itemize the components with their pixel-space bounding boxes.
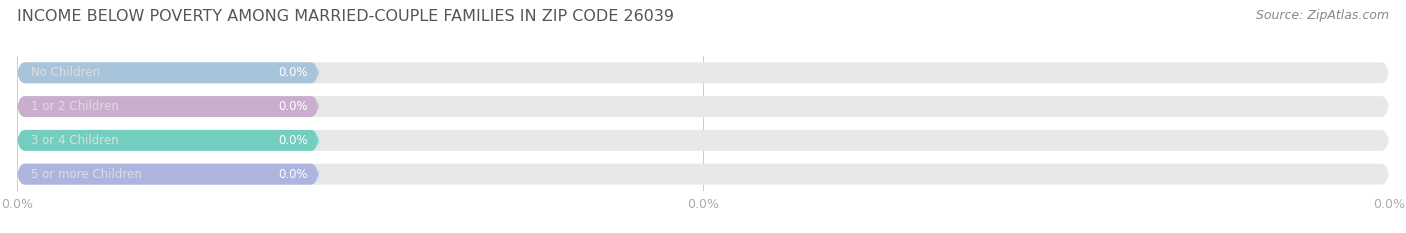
FancyBboxPatch shape [17, 130, 1389, 151]
Text: 0.0%: 0.0% [278, 134, 308, 147]
Text: 0.0%: 0.0% [1, 199, 32, 212]
FancyBboxPatch shape [17, 62, 1389, 83]
Text: 0.0%: 0.0% [278, 168, 308, 181]
FancyBboxPatch shape [17, 164, 319, 185]
Text: Source: ZipAtlas.com: Source: ZipAtlas.com [1256, 9, 1389, 22]
Text: 0.0%: 0.0% [1374, 199, 1405, 212]
Text: 0.0%: 0.0% [688, 199, 718, 212]
Text: 5 or more Children: 5 or more Children [31, 168, 142, 181]
Text: 3 or 4 Children: 3 or 4 Children [31, 134, 118, 147]
Text: 0.0%: 0.0% [278, 66, 308, 79]
FancyBboxPatch shape [17, 96, 319, 117]
Text: No Children: No Children [31, 66, 100, 79]
Text: 0.0%: 0.0% [278, 100, 308, 113]
FancyBboxPatch shape [17, 62, 319, 83]
Text: 1 or 2 Children: 1 or 2 Children [31, 100, 118, 113]
FancyBboxPatch shape [17, 130, 319, 151]
FancyBboxPatch shape [17, 164, 1389, 185]
FancyBboxPatch shape [17, 96, 1389, 117]
Text: INCOME BELOW POVERTY AMONG MARRIED-COUPLE FAMILIES IN ZIP CODE 26039: INCOME BELOW POVERTY AMONG MARRIED-COUPL… [17, 9, 673, 24]
